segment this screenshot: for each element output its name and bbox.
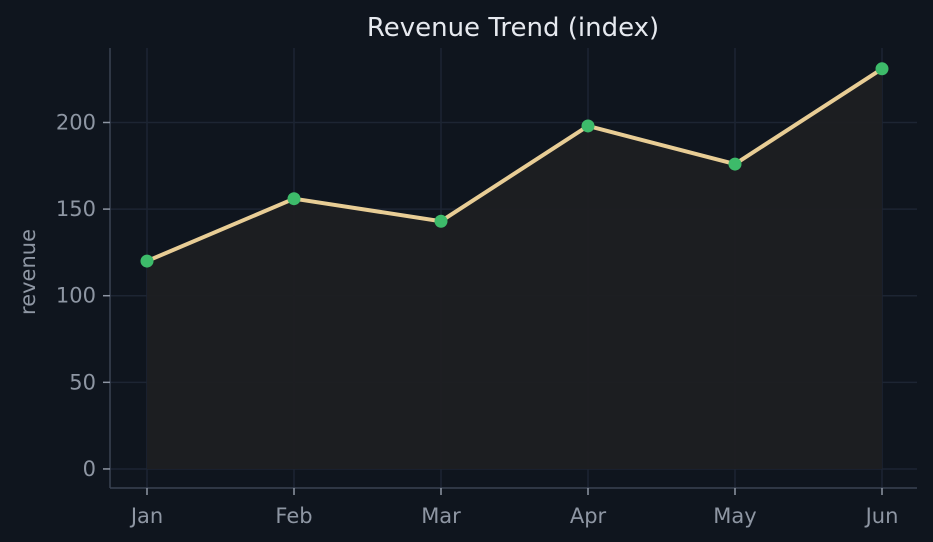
y-tick-label: 0 [83, 457, 96, 481]
data-point [287, 192, 301, 206]
y-tick-label: 150 [56, 197, 96, 221]
data-point [875, 62, 889, 76]
plot-area: 0 50 100 150 200 Jan Feb Mar Apr May Jun [56, 48, 917, 528]
x-tick-label: Jan [129, 504, 163, 528]
series-line [145, 66, 884, 264]
y-axis-label: revenue [16, 229, 40, 315]
x-tick-label: May [713, 504, 756, 528]
series-area [147, 68, 882, 469]
y-tick-label: 200 [56, 110, 96, 134]
y-tick-label: 50 [69, 370, 96, 394]
x-tick-label: Mar [421, 504, 461, 528]
chart-title: Revenue Trend (index) [367, 13, 659, 43]
data-point [140, 254, 154, 268]
x-tick-label: Apr [570, 504, 607, 528]
x-tick-label: Feb [275, 504, 312, 528]
data-point [581, 119, 595, 133]
x-tick-label: Jun [864, 504, 899, 528]
data-point [434, 214, 448, 228]
data-point [728, 157, 742, 171]
y-tick-label: 100 [56, 284, 96, 308]
